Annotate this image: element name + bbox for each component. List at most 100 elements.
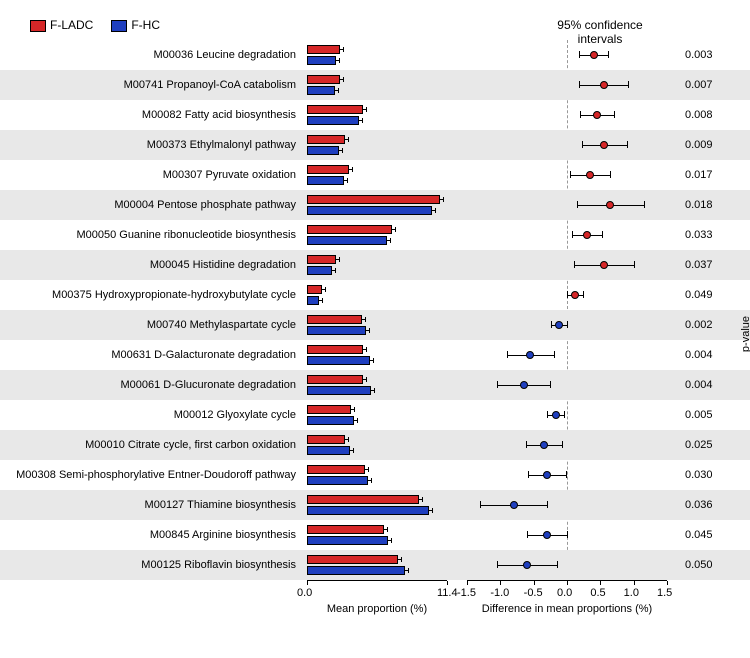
bar-f-hc <box>307 536 388 545</box>
forest-cell <box>467 310 667 340</box>
row-label: M00631 D-Galacturonate degradation <box>0 349 300 361</box>
bar-group <box>307 284 447 306</box>
p-value: 0.009 <box>685 139 713 151</box>
bar-f-ladc <box>307 495 419 504</box>
row-label: M00045 Histidine degradation <box>0 259 300 271</box>
bar-f-ladc <box>307 45 340 54</box>
legend-label-2: F-HC <box>131 18 160 32</box>
bar-f-hc <box>307 206 432 215</box>
bar-f-hc <box>307 56 336 65</box>
bar-group <box>307 314 447 336</box>
bar-f-ladc <box>307 285 322 294</box>
bar-f-ladc <box>307 165 349 174</box>
p-value: 0.049 <box>685 289 713 301</box>
p-value: 0.005 <box>685 409 713 421</box>
bar-f-hc <box>307 296 319 305</box>
bar-f-hc <box>307 326 366 335</box>
forest-cell <box>467 520 667 550</box>
forest-cell <box>467 190 667 220</box>
data-row: M00308 Semi-phosphorylative Entner-Doudo… <box>0 460 750 490</box>
forest-point <box>543 531 551 539</box>
row-label: M00012 Glyoxylate cycle <box>0 409 300 421</box>
bar-group <box>307 554 447 576</box>
data-row: M00045 Histidine degradation0.037 <box>0 250 750 280</box>
row-label: M00741 Propanoyl-CoA catabolism <box>0 79 300 91</box>
bar-f-ladc <box>307 75 340 84</box>
p-value: 0.008 <box>685 109 713 121</box>
row-label: M00375 Hydroxypropionate-hydroxybutylate… <box>0 289 300 301</box>
p-value: 0.002 <box>685 319 713 331</box>
bar-group <box>307 194 447 216</box>
forest-axis: -1.5-1.0-0.50.00.51.01.5Difference in me… <box>467 580 667 581</box>
bar-group <box>307 494 447 516</box>
bar-group <box>307 164 447 186</box>
data-row: M00373 Ethylmalonyl pathway0.009 <box>0 130 750 160</box>
data-row: M00061 D-Glucuronate degradation 0.004 <box>0 370 750 400</box>
row-label: M00845 Arginine biosynthesis <box>0 529 300 541</box>
forest-point <box>600 141 608 149</box>
data-row: M00127 Thiamine biosynthesis0.036 <box>0 490 750 520</box>
data-row: M00036 Leucine degradation0.003 <box>0 40 750 70</box>
p-value: 0.036 <box>685 499 713 511</box>
bar-f-hc <box>307 86 335 95</box>
bar-f-hc <box>307 506 429 515</box>
bar-f-hc <box>307 146 339 155</box>
forest-point <box>583 231 591 239</box>
p-value: 0.033 <box>685 229 713 241</box>
bar-axis-label: Mean proportion (%) <box>317 603 437 615</box>
legend-swatch-1 <box>30 20 46 32</box>
legend: F-LADC F-HC <box>30 18 160 32</box>
bar-f-ladc <box>307 195 440 204</box>
bar-f-hc <box>307 386 371 395</box>
forest-point <box>510 501 518 509</box>
bar-group <box>307 44 447 66</box>
p-value: 0.017 <box>685 169 713 181</box>
p-value: 0.007 <box>685 79 713 91</box>
forest-cell <box>467 40 667 70</box>
bar-f-ladc <box>307 435 345 444</box>
p-value: 0.004 <box>685 379 713 391</box>
bar-f-hc <box>307 236 387 245</box>
bar-f-ladc <box>307 135 345 144</box>
data-row: M00010 Citrate cycle, first carbon oxida… <box>0 430 750 460</box>
bar-group <box>307 254 447 276</box>
data-row: M00004 Pentose phosphate pathway0.018 <box>0 190 750 220</box>
bar-f-hc <box>307 566 405 575</box>
bar-f-ladc <box>307 255 336 264</box>
bar-f-ladc <box>307 345 363 354</box>
bar-group <box>307 104 447 126</box>
forest-cell <box>467 550 667 580</box>
bar-group <box>307 224 447 246</box>
row-label: M00061 D-Glucuronate degradation <box>0 379 300 391</box>
forest-cell <box>467 100 667 130</box>
forest-point <box>590 51 598 59</box>
legend-label-1: F-LADC <box>50 18 93 32</box>
data-row: M00050 Guanine ribonucleotide biosynthes… <box>0 220 750 250</box>
row-label: M00004 Pentose phosphate pathway <box>0 199 300 211</box>
p-value: 0.045 <box>685 529 713 541</box>
forest-point <box>543 471 551 479</box>
p-value: 0.050 <box>685 559 713 571</box>
legend-item-1: F-LADC <box>30 18 93 32</box>
forest-cell <box>467 130 667 160</box>
bar-f-ladc <box>307 105 363 114</box>
bar-f-hc <box>307 266 332 275</box>
row-label: M00308 Semi-phosphorylative Entner-Doudo… <box>0 469 300 481</box>
data-row: M00125 Riboflavin biosynthesis0.050 <box>0 550 750 580</box>
p-value: 0.030 <box>685 469 713 481</box>
bar-f-hc <box>307 446 350 455</box>
forest-point <box>552 411 560 419</box>
row-label: M00307 Pyruvate oxidation <box>0 169 300 181</box>
bar-group <box>307 134 447 156</box>
forest-point <box>523 561 531 569</box>
forest-point <box>606 201 614 209</box>
bar-f-hc <box>307 356 370 365</box>
forest-point <box>586 171 594 179</box>
row-label: M00010 Citrate cycle, first carbon oxida… <box>0 439 300 451</box>
bar-f-ladc <box>307 225 392 234</box>
data-row: M00375 Hydroxypropionate-hydroxybutylate… <box>0 280 750 310</box>
bar-f-ladc <box>307 405 351 414</box>
bar-f-hc <box>307 476 368 485</box>
data-row: M00740 Methylaspartate cycle0.002 <box>0 310 750 340</box>
forest-cell <box>467 400 667 430</box>
